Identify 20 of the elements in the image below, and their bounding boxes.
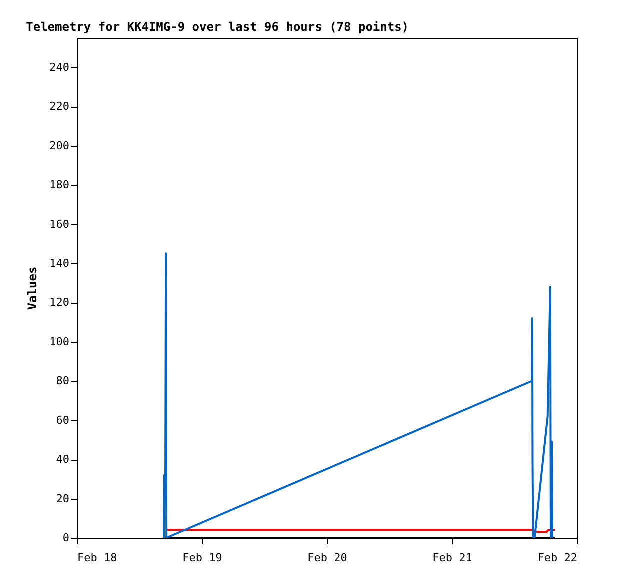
y-tick-label: 40 bbox=[56, 453, 70, 466]
x-tick-label: Feb 19 bbox=[182, 552, 222, 564]
y-tick-label: 180 bbox=[50, 178, 70, 192]
y-tick-label: 20 bbox=[56, 492, 70, 506]
y-tick-label: 100 bbox=[50, 335, 70, 348]
y-tick-label: 80 bbox=[56, 374, 70, 388]
y-tick-label: 140 bbox=[50, 256, 70, 270]
y-tick-label: 240 bbox=[50, 60, 70, 74]
y-tick-label: 220 bbox=[50, 100, 70, 114]
chart-title: Telemetry for KK4IMG-9 over last 96 hours (78 points) bbox=[26, 20, 410, 34]
y-tick-label: 200 bbox=[50, 139, 70, 152]
x-tick-label: Feb 18 bbox=[78, 552, 118, 564]
y-tick-label: 0 bbox=[62, 532, 70, 544]
x-tick-label: Feb 20 bbox=[308, 552, 348, 564]
y-tick-label: 120 bbox=[50, 296, 70, 310]
y-tick-label: 160 bbox=[50, 218, 70, 231]
y-tick-label: 60 bbox=[56, 414, 70, 427]
x-tick-label: Feb 22 bbox=[538, 552, 578, 564]
y-axis-title: Values bbox=[26, 266, 40, 310]
x-tick-label: Feb 21 bbox=[432, 552, 472, 564]
